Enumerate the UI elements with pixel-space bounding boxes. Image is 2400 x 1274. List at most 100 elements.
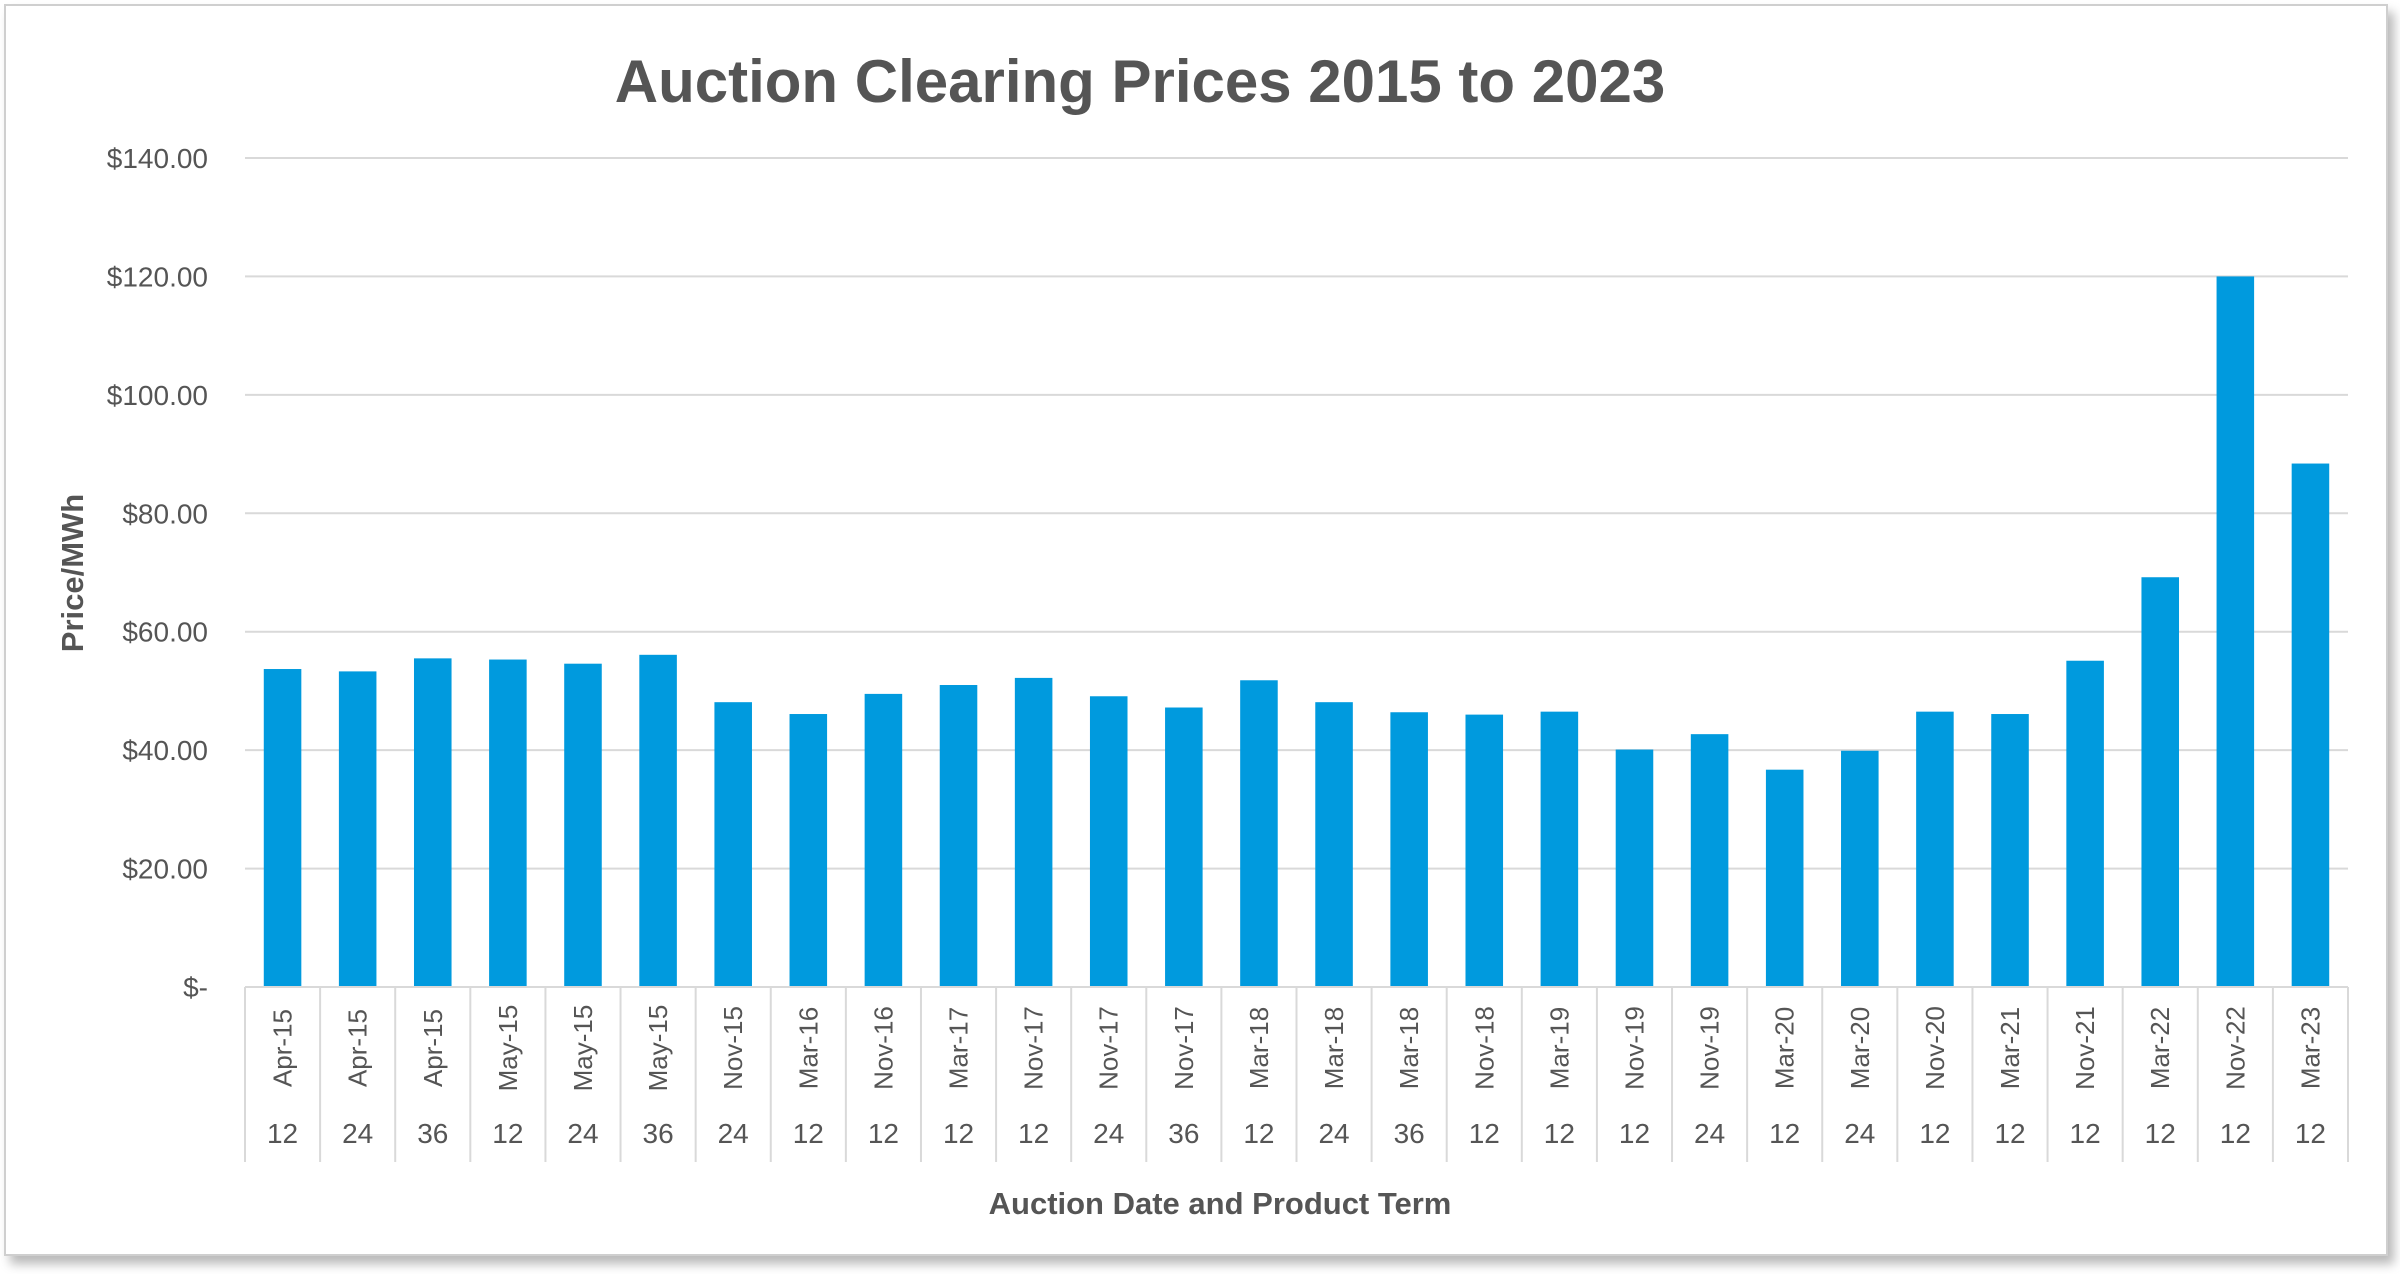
gridlines <box>245 157 2348 870</box>
x-category-term: 12 <box>2145 1118 2176 1149</box>
y-tick-label: $80.00 <box>122 498 208 529</box>
bar <box>1390 712 1428 987</box>
y-tick-label: $120.00 <box>107 261 208 292</box>
x-category-date: Apr-15 <box>418 1009 448 1087</box>
x-category-date: May-15 <box>643 1005 673 1092</box>
x-axis-title: Auction Date and Product Term <box>989 1186 1452 1221</box>
bar <box>564 663 602 987</box>
x-category-term: 24 <box>1844 1118 1875 1149</box>
bar <box>1315 702 1353 987</box>
x-category-term: 36 <box>417 1118 448 1149</box>
x-category-term: 36 <box>1168 1118 1199 1149</box>
bar <box>939 685 978 987</box>
x-category-date: Nov-18 <box>1469 1006 1499 1090</box>
x-category-date: Mar-21 <box>1995 1007 2025 1089</box>
x-category-term: 24 <box>718 1118 749 1149</box>
y-tick-label: $100.00 <box>107 380 208 411</box>
x-category-term: 12 <box>1994 1118 2025 1149</box>
x-category-date: Mar-22 <box>2145 1007 2175 1089</box>
bar <box>1765 769 1804 987</box>
x-category-term: 12 <box>1769 1118 1800 1149</box>
y-tick-label: $60.00 <box>122 617 208 648</box>
x-category-term: 12 <box>267 1118 298 1149</box>
bar <box>1465 714 1504 987</box>
y-tick-label: $20.00 <box>122 854 208 885</box>
x-category-date: Nov-19 <box>1619 1006 1649 1090</box>
y-axis-title: Price/MWh <box>55 494 90 652</box>
x-category-date: Mar-20 <box>1845 1007 1875 1089</box>
x-category-term: 36 <box>643 1118 674 1149</box>
x-category-term: 12 <box>2070 1118 2101 1149</box>
x-category-term: 12 <box>2220 1118 2251 1149</box>
chart-title: Auction Clearing Prices 2015 to 2023 <box>615 48 1665 115</box>
bar <box>1841 750 1879 987</box>
x-category-term: 24 <box>342 1118 373 1149</box>
x-category-term: 12 <box>793 1118 824 1149</box>
bar <box>1014 677 1053 987</box>
bar <box>1089 696 1128 987</box>
x-category-term: 36 <box>1394 1118 1425 1149</box>
x-category-date: Nov-17 <box>1094 1006 1124 1090</box>
bar <box>714 702 752 987</box>
x-category-term: 12 <box>1469 1118 1500 1149</box>
x-category-date: Nov-16 <box>868 1006 898 1090</box>
x-category-date: Apr-15 <box>343 1009 373 1087</box>
x-category-date: Nov-20 <box>1920 1006 1950 1090</box>
x-category-term: 24 <box>1318 1118 1349 1149</box>
x-category-date: Nov-22 <box>2220 1006 2250 1090</box>
x-category-term: 24 <box>567 1118 598 1149</box>
bar <box>1540 711 1579 987</box>
bar <box>263 669 302 987</box>
bar <box>1916 711 1954 987</box>
x-category-date: Nov-17 <box>1169 1006 1199 1090</box>
bar <box>1690 734 1729 987</box>
x-category-date: Nov-21 <box>2070 1006 2100 1090</box>
x-category-date: Nov-19 <box>1695 1006 1725 1090</box>
x-category-date: Mar-19 <box>1544 1007 1574 1089</box>
x-category-date: Mar-16 <box>793 1007 823 1089</box>
x-category-term: 12 <box>943 1118 974 1149</box>
chart-frame <box>4 4 2388 1256</box>
x-category-date: Mar-18 <box>1394 1007 1424 1089</box>
x-category-date: Mar-23 <box>2295 1007 2325 1089</box>
bar <box>2066 660 2104 987</box>
bar <box>1615 749 1654 987</box>
y-axis-ticks: $- $20.00 $40.00 $60.00 $80.00 $100.00 $120.00… <box>107 143 208 1003</box>
y-tick-label: $- <box>183 972 208 1003</box>
bar <box>338 671 377 987</box>
x-category-term: 24 <box>1093 1118 1124 1149</box>
x-category-date: Mar-20 <box>1770 1007 1800 1089</box>
x-category-date: May-15 <box>493 1005 523 1092</box>
bar <box>413 658 452 987</box>
x-category-term: 12 <box>2295 1118 2326 1149</box>
x-category-term: 12 <box>868 1118 899 1149</box>
bar <box>2141 577 2180 987</box>
x-category-date: Mar-17 <box>944 1007 974 1089</box>
x-category-date: Nov-17 <box>1019 1006 1049 1090</box>
bar <box>2291 463 2330 987</box>
x-category-term: 12 <box>1544 1118 1575 1149</box>
x-axis: Apr-15 12 Apr-15 24 Apr-15 36 May-15 12 May-15 24… <box>244 986 2349 1162</box>
x-category-date: Nov-15 <box>718 1006 748 1090</box>
bar <box>1240 680 1278 987</box>
x-category-date: May-15 <box>568 1005 598 1092</box>
x-category-term: 12 <box>1919 1118 1950 1149</box>
y-tick-label: $140.00 <box>107 143 208 174</box>
bar <box>864 693 903 987</box>
x-category-term: 12 <box>1243 1118 1274 1149</box>
x-category-term: 12 <box>1619 1118 1650 1149</box>
bar <box>1991 714 2029 987</box>
x-category-date: Mar-18 <box>1319 1007 1349 1089</box>
x-category-term: 24 <box>1694 1118 1725 1149</box>
x-category-term: 12 <box>492 1118 523 1149</box>
x-category-date: Mar-18 <box>1244 1007 1274 1089</box>
x-category-date: Apr-15 <box>268 1009 298 1087</box>
bars <box>263 276 2330 987</box>
bar <box>2216 276 2255 987</box>
bar <box>789 714 828 987</box>
bar <box>489 659 527 987</box>
bar <box>639 654 677 987</box>
x-category-term: 12 <box>1018 1118 1049 1149</box>
y-tick-label: $40.00 <box>122 735 208 766</box>
